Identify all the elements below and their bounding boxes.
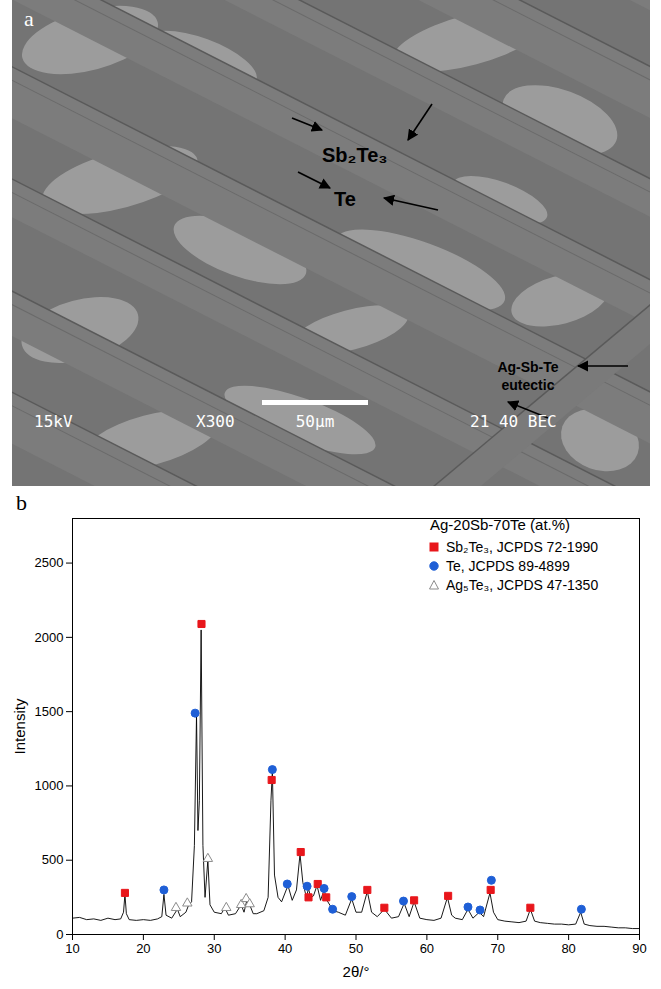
svg-text:50: 50 [349,941,363,956]
svg-text:70: 70 [491,941,505,956]
svg-text:1000: 1000 [35,778,64,793]
html-text:Sb₂Te₃, JCPDS 72-1990: Sb₂Te₃, JCPDS 72-1990 [446,538,598,555]
svg-text:50μm: 50μm [296,412,335,431]
svg-text:Sb₂Te₃: Sb₂Te₃ [322,144,388,166]
html-text:Ag-20Sb-70Te (at.%): Ag-20Sb-70Te (at.%) [430,516,571,533]
svg-text:10: 10 [65,941,79,956]
svg-text:500: 500 [42,852,64,867]
svg-text:15kV: 15kV [34,412,73,431]
svg-text:30: 30 [207,941,221,956]
svg-text:X300: X300 [196,412,235,431]
svg-text:40: 40 [278,941,292,956]
svg-text:2000: 2000 [35,630,64,645]
svg-text:1500: 1500 [35,704,64,719]
svg-text:80: 80 [561,941,575,956]
svg-text:eutectic: eutectic [502,377,555,393]
svg-text:2θ/°: 2θ/° [343,963,370,980]
svg-text:60: 60 [420,941,434,956]
svg-text:90: 90 [632,941,646,956]
svg-text:2500: 2500 [35,555,64,570]
html-text:Ag₅Te₃, JCPDS 47-1350: Ag₅Te₃, JCPDS 47-1350 [446,576,599,593]
svg-text:Ag-Sb-Te: Ag-Sb-Te [497,359,558,375]
svg-text:21 40 BEC: 21 40 BEC [470,412,557,431]
svg-text:Intensity: Intensity [11,698,28,754]
svg-text:20: 20 [136,941,150,956]
svg-text:Te: Te [334,188,356,210]
html-text:b: b [16,490,27,515]
svg-text:a: a [24,6,34,31]
html-text:Te, JCPDS 89-4899: Te, JCPDS 89-4899 [446,557,570,574]
svg-text:0: 0 [56,927,63,942]
